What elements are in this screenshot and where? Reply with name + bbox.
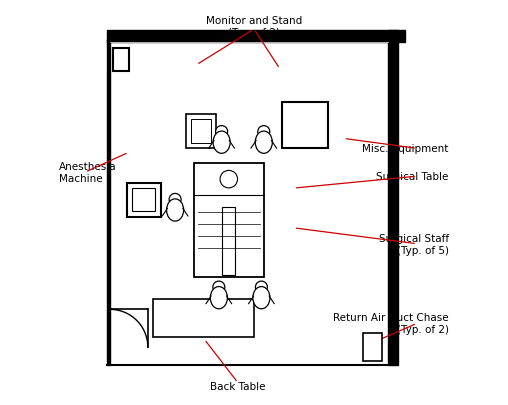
Circle shape: [213, 281, 225, 293]
Bar: [107, 31, 405, 43]
Bar: [282, 103, 328, 149]
Bar: [363, 333, 382, 361]
Circle shape: [256, 281, 267, 293]
Circle shape: [258, 126, 270, 138]
Bar: [113, 49, 129, 72]
Bar: [132, 189, 155, 211]
Bar: [152, 300, 254, 337]
Ellipse shape: [255, 132, 272, 154]
Text: Back Table: Back Table: [210, 381, 266, 391]
Bar: [191, 120, 211, 144]
Bar: [223, 207, 235, 275]
Bar: [389, 31, 398, 365]
Circle shape: [215, 126, 228, 138]
Text: Monitor and Stand
(Typ. of 2): Monitor and Stand (Typ. of 2): [206, 16, 302, 38]
Ellipse shape: [210, 287, 228, 309]
Text: Return Air Duct Chase
(Typ. of 2): Return Air Duct Chase (Typ. of 2): [333, 313, 449, 334]
Text: Misc. Equipment: Misc. Equipment: [363, 144, 449, 154]
Text: Anesthesia
Machine: Anesthesia Machine: [59, 162, 117, 183]
Bar: [127, 183, 161, 217]
Text: Surgical Staff
(Typ. of 5): Surgical Staff (Typ. of 5): [379, 233, 449, 255]
Circle shape: [220, 171, 238, 188]
Circle shape: [169, 194, 181, 206]
Ellipse shape: [253, 287, 270, 309]
Ellipse shape: [213, 132, 230, 154]
Bar: [186, 115, 216, 149]
Bar: [194, 164, 264, 277]
Text: Surgical Table: Surgical Table: [376, 172, 449, 182]
Bar: [107, 40, 110, 365]
Ellipse shape: [167, 199, 184, 222]
